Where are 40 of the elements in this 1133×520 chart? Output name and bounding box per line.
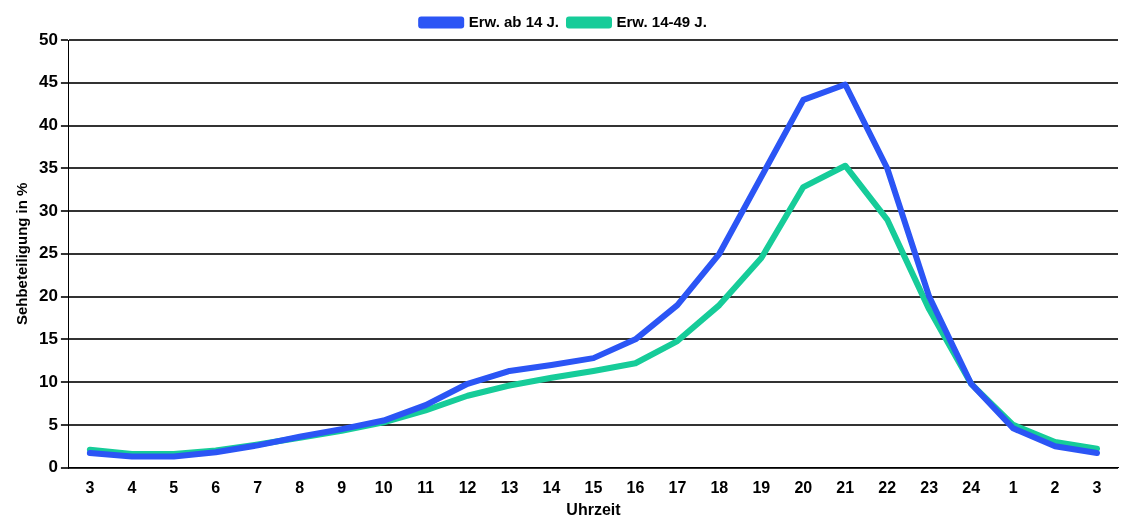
y-tick-label: 10 [38,371,58,391]
x-tick-label: 6 [211,478,221,496]
y-tick-label: 35 [38,157,58,177]
y-tick-label: 45 [38,72,58,92]
x-tick-label: 3 [1092,478,1102,496]
y-tick-label: 5 [48,414,58,434]
y-tick-label: 0 [48,457,58,477]
legend-label: Erw. ab 14 J. [468,12,559,30]
x-tick-label: 1 [1008,478,1018,496]
y-tick-label: 20 [38,286,58,306]
y-tick-label: 30 [38,200,58,220]
x-tick-label: 22 [878,478,897,496]
y-tick-label: 50 [38,29,58,49]
x-tick-label: 17 [668,478,687,496]
y-axis-title: Sehbeteiligung in % [13,182,31,326]
x-tick-label: 21 [836,478,855,496]
x-tick-label: 5 [169,478,179,496]
x-tick-label: 12 [458,478,477,496]
y-tick-label: 25 [38,243,58,263]
x-tick-label: 3 [85,478,95,496]
x-tick-label: 2 [1050,478,1060,496]
x-tick-label: 7 [253,478,263,496]
x-tick-label: 8 [295,478,305,496]
x-tick-label: 15 [584,478,603,496]
x-tick-label: 9 [337,478,347,496]
x-tick-label: 4 [127,478,137,496]
x-tick-label: 23 [920,478,939,496]
x-tick-label: 18 [710,478,729,496]
x-axis-title: Uhrzeit [566,500,622,518]
y-tick-label: 15 [38,329,58,349]
legend-label: Erw. 14-49 J. [616,12,707,30]
x-tick-label: 13 [500,478,519,496]
x-tick-label: 24 [962,478,981,496]
x-tick-label: 16 [626,478,645,496]
y-tick-label: 40 [38,115,58,135]
x-tick-label: 20 [794,478,813,496]
x-tick-label: 10 [374,478,393,496]
x-tick-label: 19 [752,478,771,496]
x-tick-label: 11 [417,478,435,496]
x-tick-label: 14 [542,478,561,496]
